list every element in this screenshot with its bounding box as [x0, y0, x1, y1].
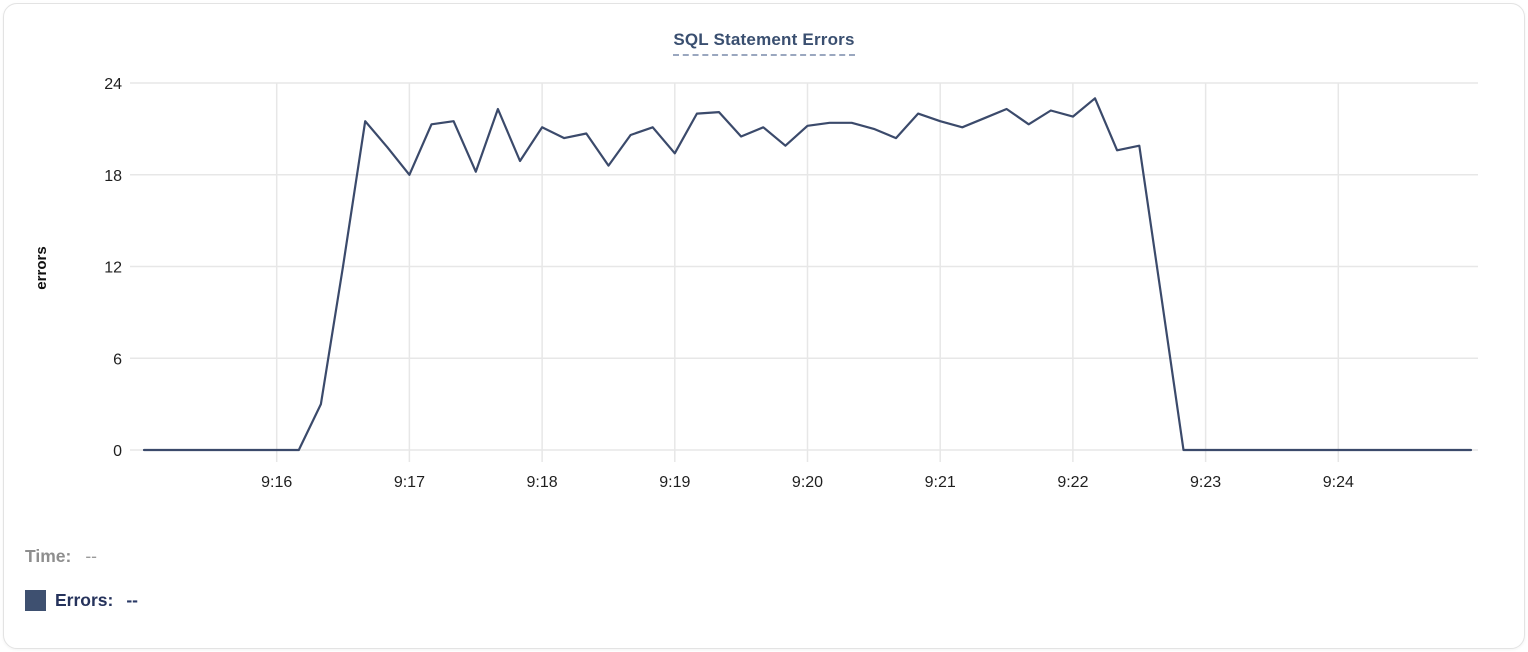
tooltip-time-row: Time: -- [25, 545, 138, 567]
errors-value: -- [126, 590, 139, 610]
sql-statement-errors-chart[interactable]: 0 6 12 18 24 9:16 9:17 9:18 9:19 9:20 9:21 9:22 9:23… [0, 0, 1528, 512]
time-value: -- [85, 546, 98, 566]
x-tick-label: 9:24 [1323, 474, 1354, 491]
tooltip-readout: Time: -- Errors: -- [25, 545, 138, 611]
x-tick-label: 9:16 [261, 474, 292, 491]
y-tick-label: 18 [104, 168, 122, 185]
time-label: Time: [25, 546, 72, 566]
chart-card [3, 3, 1525, 649]
y-axis-label: errors [33, 246, 50, 289]
errors-label: Errors: [55, 590, 114, 610]
x-tick-label: 9:19 [659, 474, 690, 491]
x-tick-label: 9:20 [792, 474, 823, 491]
errors-series-line [142, 97, 1473, 452]
y-tick-label: 0 [113, 443, 122, 460]
x-tick-label: 9:17 [394, 474, 425, 491]
x-tick-label: 9:23 [1190, 474, 1221, 491]
chart-title[interactable]: SQL Statement Errors [673, 30, 855, 56]
x-tick-label: 9:21 [925, 474, 956, 491]
y-tick-label: 24 [104, 76, 122, 93]
chart-header: SQL Statement Errors [0, 30, 1528, 56]
x-tick-label: 9:22 [1057, 474, 1088, 491]
errors-series-swatch [25, 589, 46, 611]
y-tick-label: 6 [113, 351, 122, 368]
x-tick-label: 9:18 [527, 474, 558, 491]
y-tick-label: 12 [104, 260, 122, 277]
legend-errors-row[interactable]: Errors: -- [25, 589, 138, 611]
